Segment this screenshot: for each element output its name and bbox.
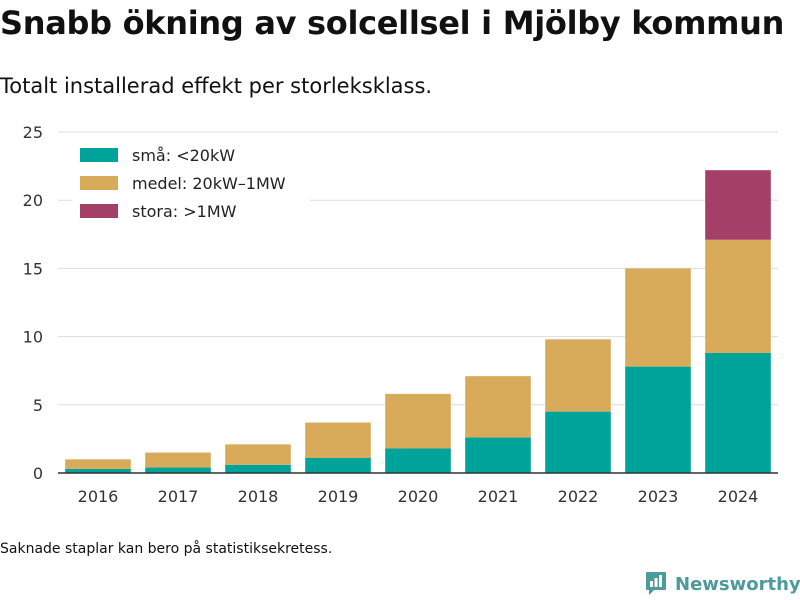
bar-chart-logo-icon	[646, 572, 666, 595]
bar-segment	[385, 393, 451, 449]
bar-segment	[705, 170, 771, 240]
bar-segment	[625, 268, 691, 367]
axes: 0 5 10 15 20 25 2016 2017 2018 2019 2020 2021 2022 20…	[23, 123, 778, 506]
legend: små: <20kW medel: 20kW–1MW stora: >1MW	[72, 140, 310, 230]
bar-segment	[145, 467, 211, 473]
footnote: Saknade staplar kan bero på statistiksek…	[0, 541, 333, 557]
bar-segment	[545, 411, 611, 473]
bar-segment	[625, 366, 691, 473]
legend-label: medel: 20kW–1MW	[132, 174, 286, 193]
brand-name: Newsworthy	[675, 573, 800, 595]
bar-segment	[305, 422, 371, 458]
bar-segment	[225, 444, 291, 465]
legend-label: små: <20kW	[132, 146, 235, 165]
y-tick-label: 20	[23, 191, 43, 210]
x-tick-label: 2024	[718, 487, 759, 506]
legend-swatch	[80, 176, 118, 190]
chart-title: Snabb ökning av solcellsel i Mjölby komm…	[0, 4, 785, 42]
x-tick-label: 2018	[238, 487, 279, 506]
bar-segment	[385, 448, 451, 473]
bar-segment	[705, 352, 771, 473]
x-tick-label: 2020	[398, 487, 439, 506]
bar-segment	[705, 239, 771, 353]
bar-segment	[305, 457, 371, 473]
legend-swatch	[80, 148, 118, 162]
bars	[65, 170, 771, 473]
legend-label: stora: >1MW	[132, 202, 237, 221]
x-tick-label: 2019	[318, 487, 359, 506]
x-tick-label: 2023	[638, 487, 679, 506]
legend-swatch	[80, 204, 118, 218]
x-tick-label: 2021	[478, 487, 519, 506]
newsworthy-logo[interactable]: Newsworthy	[645, 568, 800, 600]
y-tick-label: 5	[33, 396, 43, 415]
x-tick-label: 2017	[158, 487, 199, 506]
y-tick-label: 25	[23, 123, 43, 142]
y-tick-label: 10	[23, 328, 43, 347]
x-tick-label: 2016	[78, 487, 119, 506]
y-tick-label: 15	[23, 259, 43, 278]
x-tick-label: 2022	[558, 487, 599, 506]
bar-segment	[65, 468, 131, 473]
bar-segment	[225, 464, 291, 473]
bar-segment	[465, 376, 531, 438]
bar-segment	[465, 437, 531, 473]
y-tick-label: 0	[33, 464, 43, 483]
bar-segment	[65, 459, 131, 469]
stacked-bar-chart: 0 5 10 15 20 25 2016 2017 2018 2019 2020 2021 2022 20…	[23, 123, 778, 506]
chart-subtitle: Totalt installerad effekt per storlekskl…	[0, 74, 433, 98]
bar-segment	[145, 452, 211, 468]
bar-segment	[545, 339, 611, 412]
